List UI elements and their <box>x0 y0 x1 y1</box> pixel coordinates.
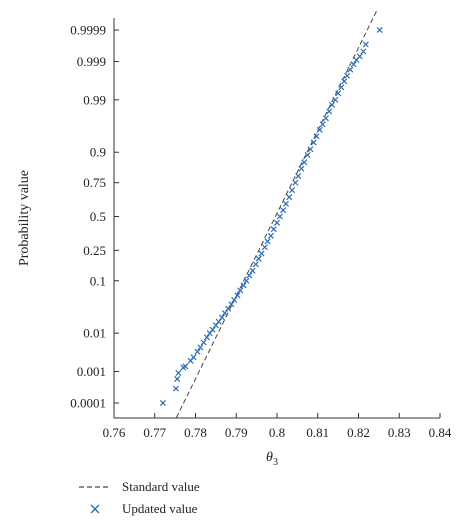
updated-value-point <box>307 146 314 153</box>
updated-value-point <box>218 314 226 321</box>
x-axis-title-main: θ <box>266 450 273 465</box>
updated-value-series <box>159 26 383 407</box>
updated-value-point <box>347 66 354 73</box>
y-tick-label: 0.9 <box>90 145 106 160</box>
updated-value-point <box>280 207 287 214</box>
y-axis-title: Probability value <box>17 170 32 266</box>
y-tick-label: 0.9999 <box>70 23 106 38</box>
legend-item-standard: Standard value <box>78 476 200 498</box>
updated-value-point <box>360 48 367 55</box>
updated-value-point <box>335 90 342 97</box>
x-tick-label: 0.76 <box>103 425 126 440</box>
updated-value-point <box>264 238 271 245</box>
updated-value-point <box>350 61 357 68</box>
y-tick-label: 0.01 <box>83 326 106 341</box>
updated-value-point <box>326 108 333 115</box>
updated-value-point <box>172 385 179 392</box>
y-tick-label: 0.001 <box>77 364 106 379</box>
y-tick-label: 0.1 <box>90 273 106 288</box>
updated-value-point <box>197 344 204 351</box>
updated-value-point <box>322 115 329 122</box>
updated-value-point <box>221 310 228 317</box>
legend-item-updated: Updated value <box>78 498 200 520</box>
dashed-line-swatch-icon <box>79 486 111 488</box>
updated-value-point <box>203 334 210 341</box>
updated-value-point <box>246 272 253 279</box>
y-tick-label: 0.0001 <box>70 396 106 411</box>
x-tick-label: 0.82 <box>347 425 370 440</box>
updated-value-point <box>215 318 222 325</box>
updated-value-point <box>356 53 363 60</box>
updated-value-point <box>270 226 277 233</box>
updated-value-point <box>231 296 238 303</box>
y-tick-label: 0.75 <box>83 175 106 190</box>
updated-value-point <box>316 126 323 133</box>
updated-value-point <box>341 78 348 85</box>
legend: Standard value Updated value <box>78 476 200 520</box>
updated-value-point <box>175 370 182 377</box>
updated-value-point <box>304 151 311 159</box>
probability-plot: 0.76 0.77 0.78 0.79 0.8 0.81 0.82 0.83 0.84 0.00… <box>17 10 452 468</box>
updated-value-point <box>174 375 181 382</box>
updated-value-point <box>328 101 336 108</box>
updated-value-point <box>190 354 197 361</box>
x-marker-swatch-icon <box>90 504 100 514</box>
updated-value-point <box>194 348 201 355</box>
updated-value-point <box>267 232 274 239</box>
standard-value-series <box>175 10 378 418</box>
updated-value-point <box>234 292 241 299</box>
updated-value-point <box>225 305 232 312</box>
legend-label-updated: Updated value <box>122 501 198 516</box>
updated-value-point <box>182 363 189 370</box>
updated-value-point <box>286 194 293 201</box>
y-axis-ticks: 0.0001 0.001 0.01 0.1 0.25 0.5 0.75 0.9 0.99 0.99… <box>70 23 119 411</box>
updated-value-point <box>228 301 235 308</box>
updated-value-point <box>301 159 308 166</box>
y-tick-label: 0.5 <box>90 209 106 224</box>
updated-value-point <box>344 72 351 79</box>
updated-value-point <box>243 277 250 284</box>
updated-value-point <box>338 84 345 91</box>
y-tick-label: 0.25 <box>83 243 106 258</box>
updated-value-point <box>376 26 383 34</box>
x-axis-title-subscript: 3 <box>273 457 278 468</box>
updated-value-point <box>295 173 302 180</box>
updated-value-point <box>273 219 281 226</box>
updated-value-point <box>237 287 244 294</box>
updated-value-point <box>261 244 268 251</box>
legend-label-standard: Standard value <box>122 479 200 494</box>
updated-value-point <box>240 282 247 289</box>
x-tick-label: 0.8 <box>269 425 285 440</box>
x-axis-ticks: 0.76 0.77 0.78 0.79 0.8 0.81 0.82 0.83 0.84 <box>103 413 452 440</box>
y-tick-label: 0.999 <box>77 54 106 69</box>
updated-value-point <box>282 200 289 207</box>
updated-value-point <box>332 96 339 103</box>
updated-value-point <box>249 267 256 274</box>
x-tick-label: 0.77 <box>143 425 166 440</box>
updated-value-point <box>362 41 369 48</box>
x-axis-title: θ3 <box>266 450 278 468</box>
updated-value-point <box>200 339 207 346</box>
updated-value-point <box>255 255 262 262</box>
updated-value-point <box>310 139 317 146</box>
updated-value-point <box>209 326 216 333</box>
y-tick-label: 0.99 <box>83 92 106 107</box>
updated-value-point <box>289 187 296 194</box>
standard-value-line <box>175 10 378 418</box>
x-tick-label: 0.81 <box>306 425 329 440</box>
x-tick-label: 0.79 <box>225 425 248 440</box>
updated-value-point <box>258 250 265 257</box>
updated-value-point <box>292 179 299 186</box>
x-tick-label: 0.83 <box>388 425 411 440</box>
updated-value-point <box>252 261 259 268</box>
x-tick-label: 0.78 <box>184 425 207 440</box>
updated-value-point <box>159 399 166 407</box>
x-tick-label: 0.84 <box>429 425 452 440</box>
updated-value-point <box>313 133 320 140</box>
updated-value-point <box>298 165 305 172</box>
updated-value-point <box>276 213 283 220</box>
updated-value-point <box>319 121 326 128</box>
plot-area <box>113 18 440 419</box>
